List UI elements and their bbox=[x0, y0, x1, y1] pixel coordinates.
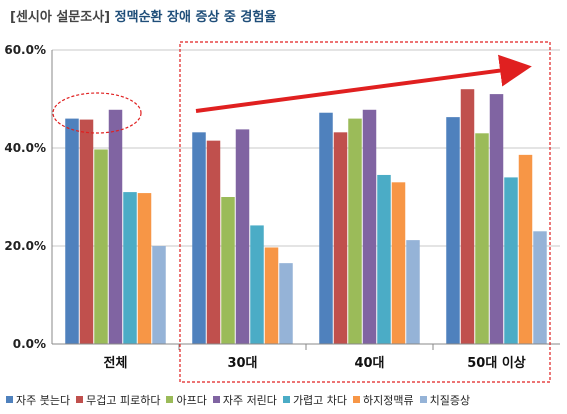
legend-swatch bbox=[353, 396, 361, 403]
x-tick-label: 전체 bbox=[104, 355, 128, 371]
bar bbox=[65, 118, 79, 344]
highlight-box bbox=[179, 41, 551, 383]
legend-swatch bbox=[419, 396, 427, 403]
legend-swatch bbox=[6, 396, 13, 403]
bar bbox=[518, 154, 533, 344]
legend-swatch bbox=[166, 396, 174, 403]
bar bbox=[250, 225, 264, 344]
bar bbox=[406, 240, 420, 344]
legend-label: 자주 저린다 bbox=[222, 394, 277, 407]
chart-title-prefix: [센시아 설문조사] bbox=[10, 10, 111, 25]
x-tick-label: 50대 이상 bbox=[467, 355, 526, 371]
legend-label: 무겁고 피로하다 bbox=[86, 394, 161, 407]
legend-swatch bbox=[212, 396, 220, 403]
bar bbox=[362, 109, 377, 344]
chart-title-main: 정맥순환 장애 증상 중 경험율 bbox=[114, 10, 277, 25]
bar bbox=[152, 246, 166, 344]
y-tick-label: 20.0% bbox=[4, 239, 46, 253]
legend-label: 아프다 bbox=[176, 394, 207, 407]
bar bbox=[489, 94, 504, 344]
legend-item: 자주 붓는다 bbox=[6, 394, 70, 407]
bar bbox=[446, 117, 460, 344]
bar bbox=[264, 247, 279, 344]
bar bbox=[235, 129, 250, 344]
y-tick-label: 0.0% bbox=[13, 337, 46, 351]
legend-item: 아프다 bbox=[166, 394, 207, 407]
bar bbox=[475, 133, 489, 344]
legend-item: 하지정맥류 bbox=[353, 394, 414, 407]
legend-label: 하지정맥류 bbox=[363, 394, 414, 407]
bar bbox=[94, 149, 108, 344]
legend-swatch bbox=[76, 396, 84, 403]
legend: 자주 붓는다 무겁고 피로하다 아프다 자주 저린다 가렵고 차다 하지정맥류 치질증상 bbox=[6, 392, 566, 408]
highlight-ellipse bbox=[52, 92, 142, 134]
bar bbox=[319, 112, 333, 344]
trend-arrow bbox=[195, 54, 532, 113]
bar bbox=[348, 118, 362, 344]
y-tick-label: 60.0% bbox=[4, 43, 46, 57]
bar bbox=[192, 132, 206, 344]
bar bbox=[279, 263, 293, 344]
legend-label: 가렵고 차다 bbox=[292, 394, 348, 407]
legend-item: 무겁고 피로하다 bbox=[76, 394, 160, 407]
bar bbox=[533, 231, 547, 344]
bar bbox=[391, 182, 406, 344]
bar bbox=[108, 109, 123, 344]
bar bbox=[206, 140, 221, 344]
x-tick-label: 30대 bbox=[227, 356, 257, 371]
bar bbox=[333, 132, 348, 344]
bar bbox=[79, 119, 94, 344]
legend-label: 자주 붓는다 bbox=[16, 394, 71, 407]
legend-item: 자주 저린다 bbox=[212, 394, 277, 407]
y-tick-label: 40.0% bbox=[4, 141, 46, 155]
bar bbox=[221, 197, 235, 344]
chart-title: [센시아 설문조사] 정맥순환 장애 증상 중 경험율 bbox=[10, 6, 276, 25]
legend-item: 치질증상 bbox=[419, 394, 471, 407]
bar bbox=[377, 174, 391, 344]
legend-item: 가렵고 차다 bbox=[282, 394, 348, 407]
x-tick-label: 40대 bbox=[354, 356, 384, 371]
legend-label: 치질증상 bbox=[429, 394, 471, 407]
legend-swatch bbox=[282, 396, 290, 403]
bar bbox=[137, 193, 152, 344]
bar bbox=[504, 177, 518, 344]
bar bbox=[460, 89, 475, 344]
bar bbox=[123, 192, 137, 344]
